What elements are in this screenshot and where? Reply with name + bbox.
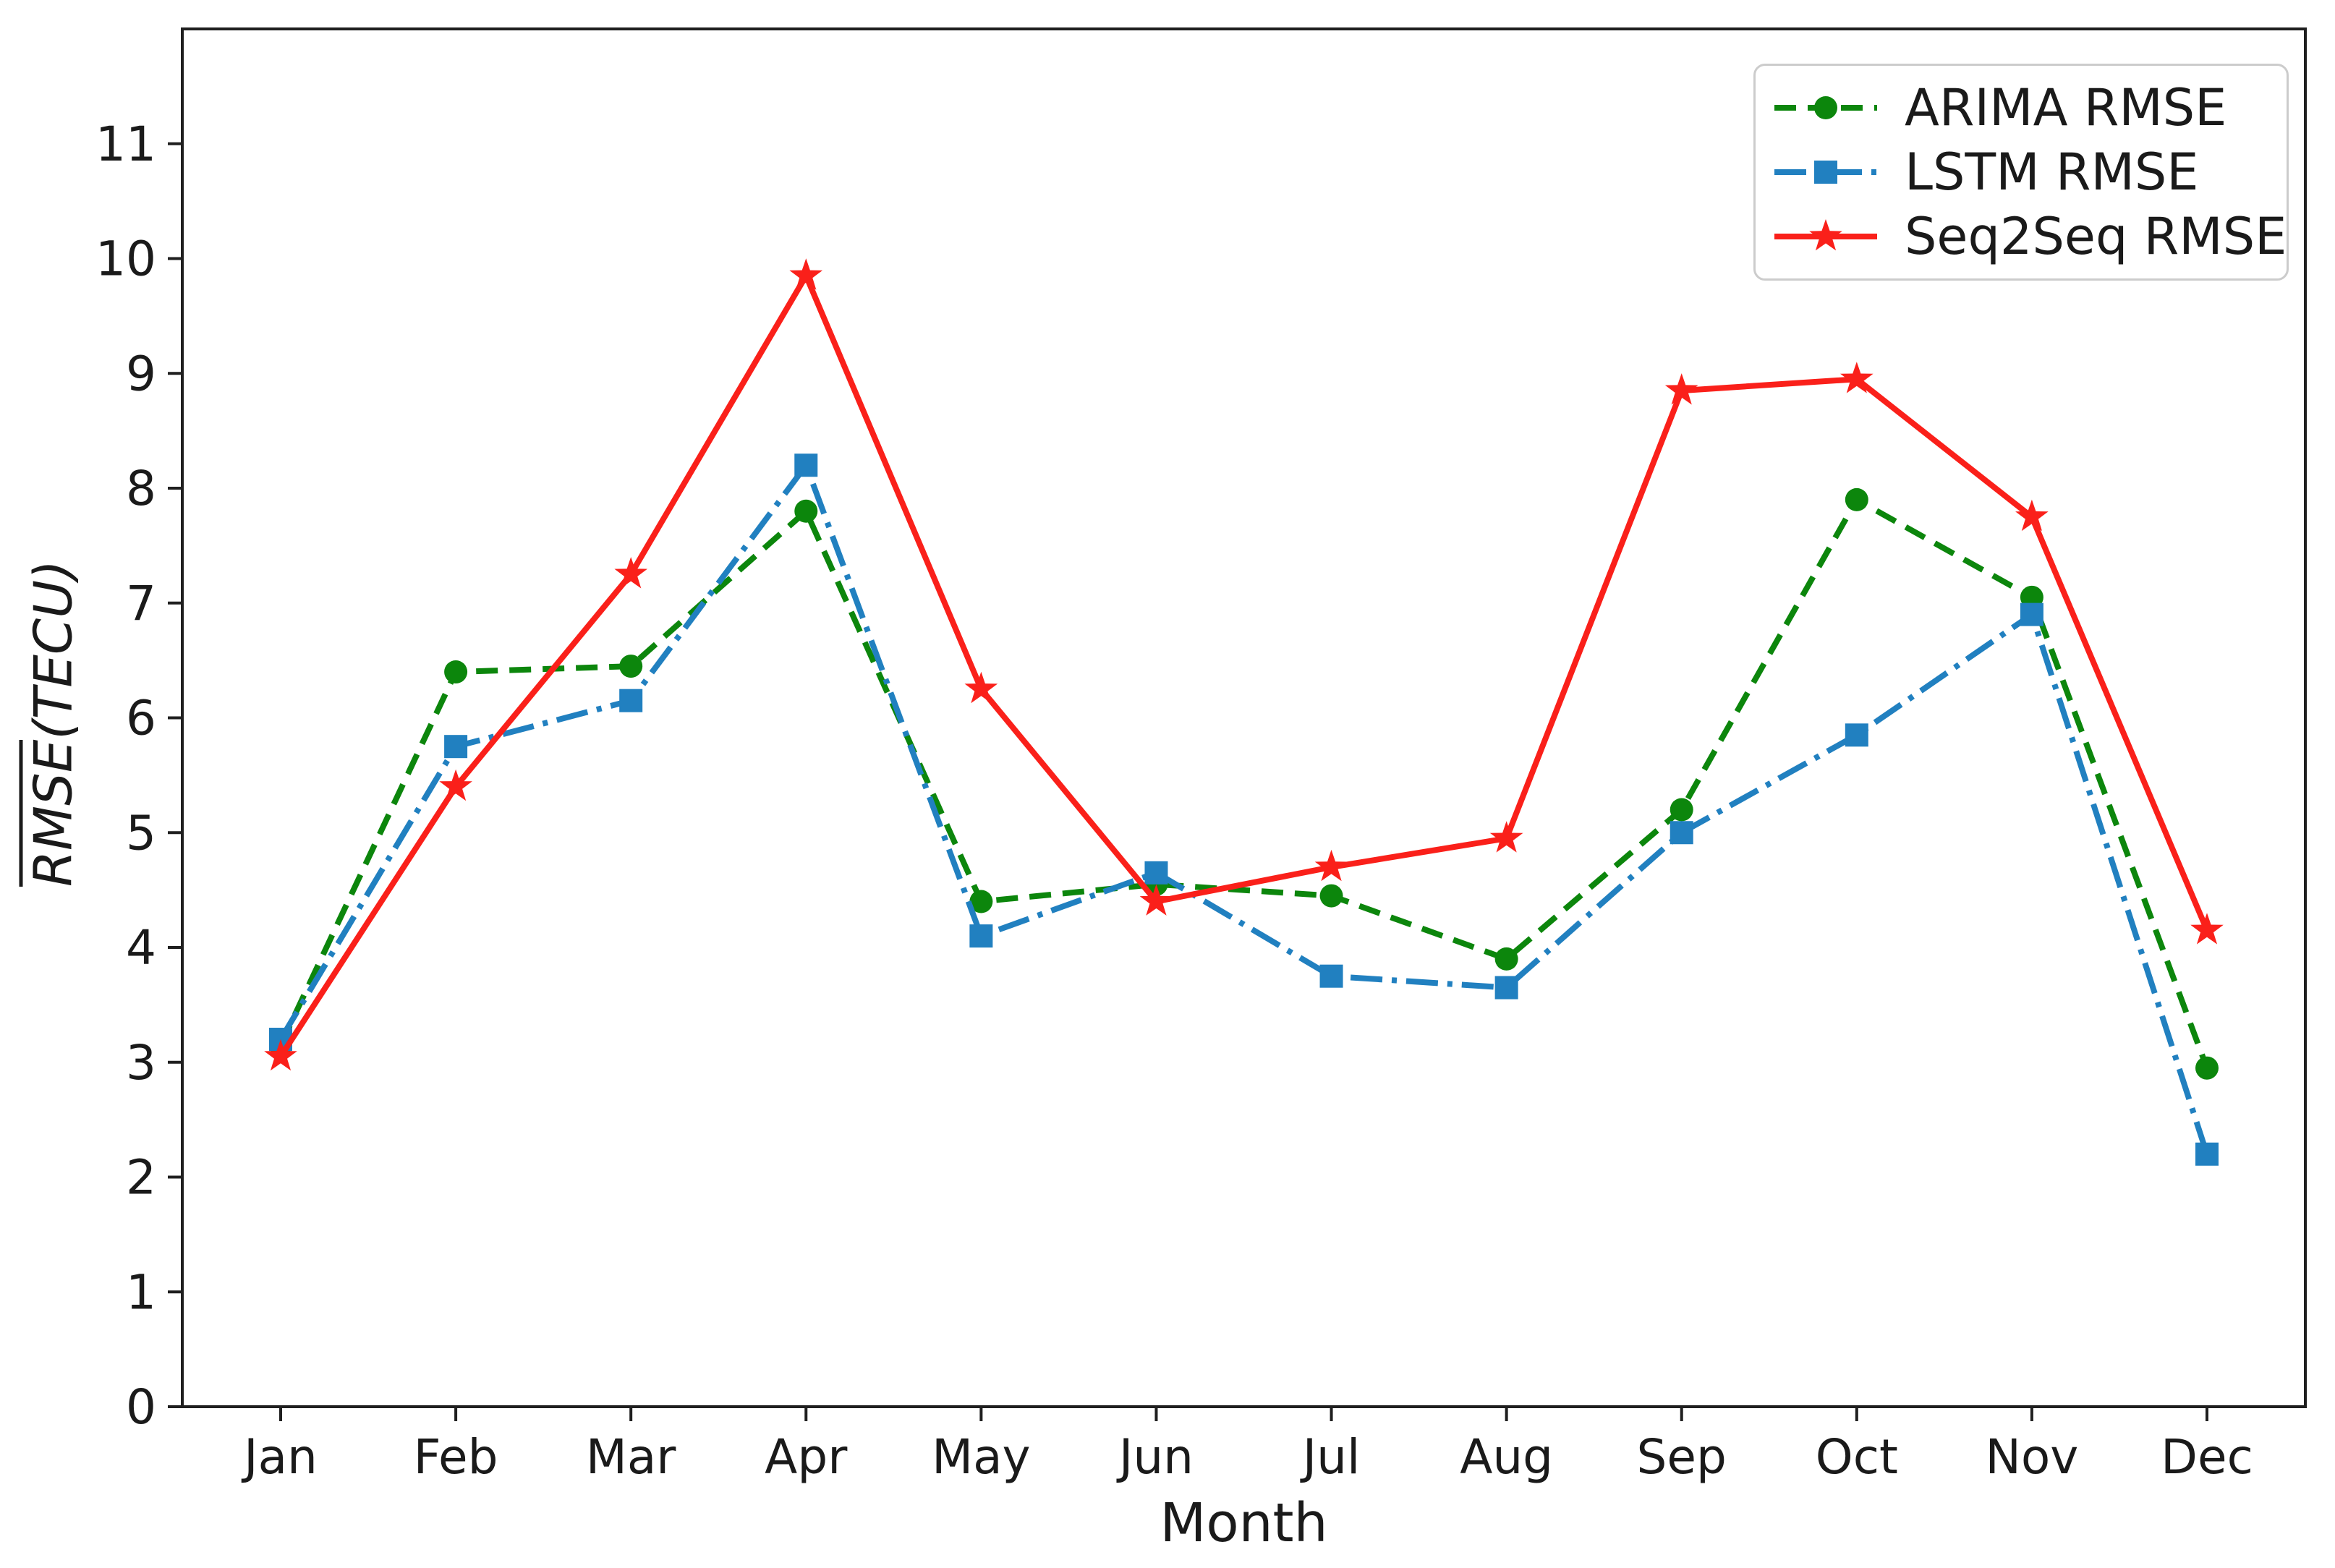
series-arima-rmse: [269, 487, 2219, 1080]
y-axis-title: RMSE(TECU): [19, 560, 84, 887]
star-marker: [2190, 913, 2224, 945]
seq2seq-line-sample-icon: [1774, 219, 1877, 251]
series-line-arima-rmse: [278, 496, 2210, 1070]
x-axis-title: Month: [1160, 1492, 1328, 1554]
x-tick-label: Oct: [1816, 1429, 1898, 1485]
series-seq2seq-rmse: [264, 258, 2224, 1071]
star-marker: [264, 1039, 297, 1071]
x-tick-label: Mar: [586, 1429, 676, 1485]
x-tick-label: Apr: [765, 1429, 848, 1485]
square-marker: [1670, 821, 1693, 845]
x-tick-label: May: [932, 1429, 1030, 1485]
star-marker: [964, 671, 998, 704]
legend: ARIMA RMSE LSTM RMSE Seq2Seq RMSE: [1753, 64, 2289, 281]
y-axis: 0 1 2 3 4 5 6 7 8 9 10 11: [95, 116, 182, 1435]
x-tick-label: Jul: [1300, 1429, 1361, 1485]
star-marker: [789, 258, 823, 290]
circle-marker: [2195, 1056, 2219, 1080]
y-tick-label: 4: [126, 920, 156, 976]
circle-marker: [1845, 487, 1868, 511]
y-tick-label: 6: [126, 691, 156, 746]
star-marker: [1809, 219, 1842, 251]
y-tick-label: 3: [126, 1035, 156, 1091]
x-tick-label: Nov: [1986, 1429, 2079, 1485]
circle-marker: [1814, 96, 1837, 119]
star-marker: [1840, 362, 1873, 393]
series-lstm-rmse: [269, 453, 2219, 1166]
arima-line-sample-icon: [1774, 96, 1877, 119]
y-tick-label: 8: [126, 461, 156, 516]
x-tick-label: Feb: [414, 1429, 498, 1485]
star-marker: [1664, 373, 1698, 405]
square-marker: [1845, 723, 1868, 747]
star-marker: [1489, 821, 1523, 853]
square-marker: [1494, 976, 1518, 1000]
x-tick-label: Jan: [241, 1429, 318, 1485]
star-marker: [2015, 499, 2049, 532]
series-line-lstm-rmse: [278, 462, 2210, 1156]
y-tick-label: 2: [126, 1150, 156, 1206]
legend-item-lstm: LSTM RMSE: [1772, 142, 2272, 202]
y-tick-label: 5: [126, 805, 156, 861]
circle-marker: [444, 660, 468, 683]
y-axis-title-overlined: RMSE: [19, 739, 84, 887]
star-marker: [439, 769, 472, 801]
y-tick-label: 1: [126, 1264, 156, 1320]
x-tick-label: Jun: [1116, 1429, 1194, 1485]
series-line-seq2seq-rmse: [278, 273, 2210, 1058]
legend-item-arima: ARIMA RMSE: [1772, 78, 2272, 137]
circle-marker: [1319, 884, 1343, 908]
y-axis-title-units: (TECU): [22, 560, 84, 740]
y-tick-label: 0: [126, 1379, 156, 1435]
legend-label-lstm: LSTM RMSE: [1905, 142, 2199, 202]
square-marker: [969, 924, 993, 948]
circle-marker: [619, 655, 643, 678]
star-marker: [1314, 849, 1348, 882]
y-tick-label: 7: [126, 576, 156, 631]
circle-marker: [1670, 798, 1693, 822]
x-tick-label: Dec: [2161, 1429, 2253, 1485]
x-tick-label: Aug: [1460, 1429, 1553, 1485]
star-marker: [614, 557, 647, 589]
x-axis: Jan Feb Mar Apr May Jun Jul Aug Sep Oct Nov Dec: [241, 1407, 2253, 1485]
square-marker: [1144, 861, 1168, 885]
circle-marker: [794, 499, 818, 523]
y-tick-label: 9: [126, 346, 156, 401]
square-marker: [1814, 161, 1837, 184]
square-marker: [2020, 602, 2043, 626]
legend-label-arima: ARIMA RMSE: [1905, 78, 2227, 137]
y-tick-label: 10: [95, 231, 156, 287]
square-marker: [1319, 964, 1343, 988]
legend-item-seq2seq: Seq2Seq RMSE: [1772, 207, 2287, 266]
y-tick-label: 11: [95, 116, 156, 172]
x-tick-label: Sep: [1637, 1429, 1727, 1485]
square-marker: [619, 689, 643, 712]
lstm-line-sample-icon: [1774, 161, 1877, 184]
square-marker: [2195, 1142, 2219, 1166]
circle-marker: [969, 890, 993, 913]
square-marker: [794, 453, 818, 477]
star-marker: [1139, 884, 1173, 916]
circle-marker: [1494, 947, 1518, 971]
square-marker: [444, 735, 468, 759]
legend-label-seq2seq: Seq2Seq RMSE: [1905, 207, 2287, 266]
